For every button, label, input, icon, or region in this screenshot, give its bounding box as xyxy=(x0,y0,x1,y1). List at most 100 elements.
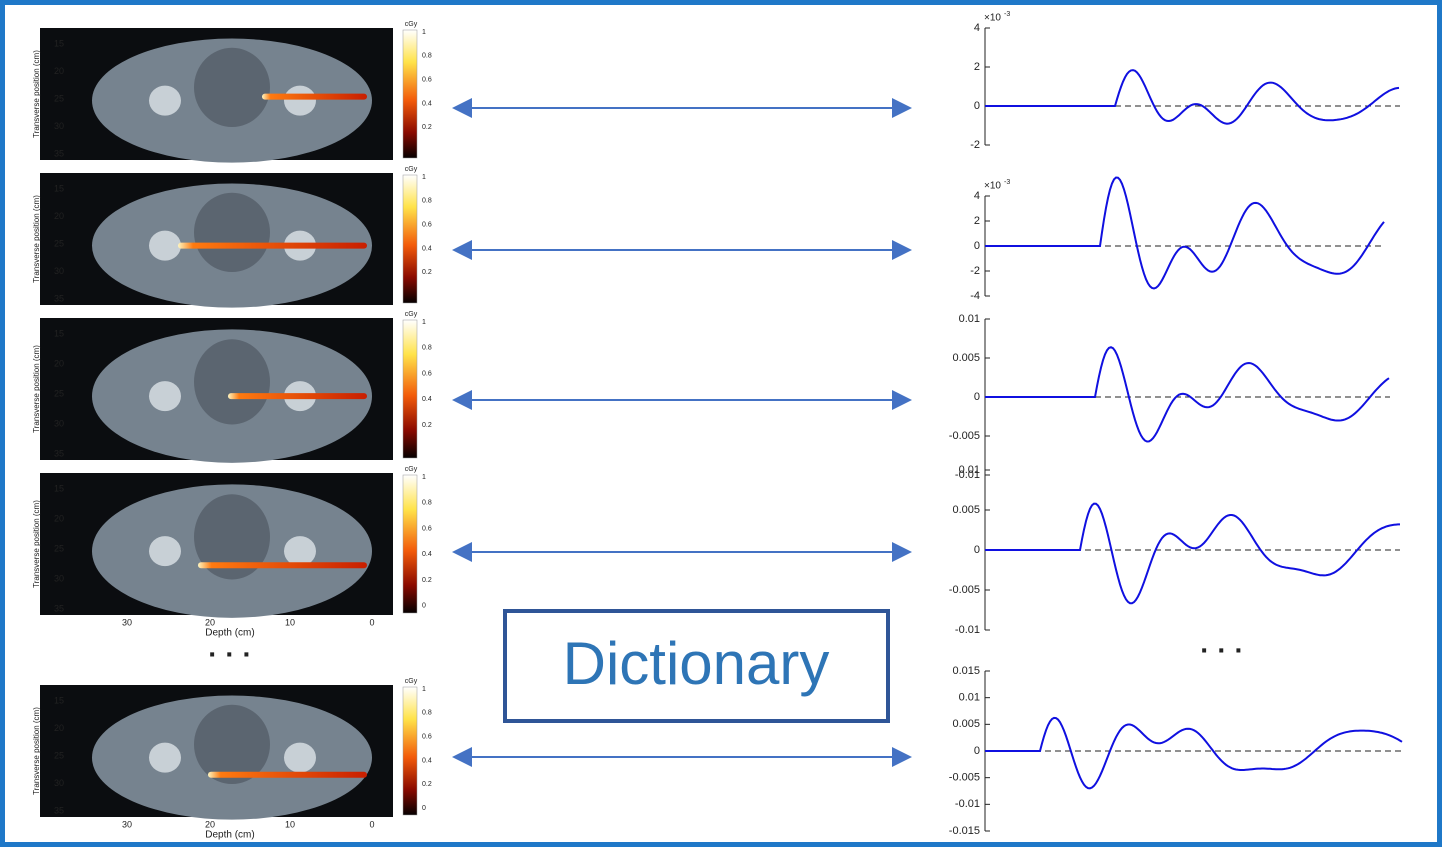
y-tick-label: 25 xyxy=(54,750,64,760)
colorbar-tick-label: 0.8 xyxy=(422,710,432,717)
y-tick-label: 20 xyxy=(54,66,64,76)
colorbar xyxy=(403,320,417,458)
y-axis-label: Transverse position (cm) xyxy=(32,500,41,588)
colorbar xyxy=(403,475,417,613)
y-tick-label: -0.005 xyxy=(949,772,980,784)
y-tick-label: 25 xyxy=(54,388,64,398)
y-tick-label: -0.01 xyxy=(955,624,980,636)
y-tick-label: 25 xyxy=(54,238,64,248)
colorbar-label: cGy xyxy=(405,21,418,28)
waveform xyxy=(985,178,1384,289)
y-tick-label: 30 xyxy=(54,266,64,276)
bone xyxy=(284,536,316,566)
waveform xyxy=(985,718,1402,788)
y-tick-label: 0 xyxy=(974,240,980,252)
y-tick-label: 0 xyxy=(974,544,980,556)
colorbar-tick-label: 0.6 xyxy=(422,222,432,229)
colorbar-tick-label: 0.6 xyxy=(422,370,432,377)
y-tick-label: 0.005 xyxy=(952,352,980,364)
y-tick-label: 35 xyxy=(54,805,64,815)
colorbar-tick-label: 0.4 xyxy=(422,551,432,558)
y-axis-label: Transverse position (cm) xyxy=(32,50,41,138)
y-tick-label: 0.005 xyxy=(952,718,980,730)
pelvis xyxy=(194,339,270,424)
y-tick-label: 0.01 xyxy=(959,313,980,325)
y-tick-label: 0.01 xyxy=(959,692,980,704)
colorbar-label: cGy xyxy=(405,311,418,318)
pelvis xyxy=(194,193,270,272)
y-tick-label: 30 xyxy=(54,418,64,428)
x-axis-label: Depth (cm) xyxy=(205,830,254,841)
y-tick-label: 15 xyxy=(54,183,64,193)
x-tick-label: 0 xyxy=(369,819,374,829)
y-tick-label: 0 xyxy=(974,745,980,757)
y-tick-label: 0.005 xyxy=(952,504,980,516)
y-tick-label: 25 xyxy=(54,543,64,553)
y-tick-label: -2 xyxy=(970,265,980,277)
y-tick-label: 15 xyxy=(54,38,64,48)
y-tick-label: -0.005 xyxy=(949,584,980,596)
y-tick-label: 35 xyxy=(54,148,64,158)
colorbar xyxy=(403,30,417,158)
y-tick-label: 20 xyxy=(54,513,64,523)
y-tick-label: -0.01 xyxy=(955,798,980,810)
dictionary-label: Dictionary xyxy=(563,630,830,697)
y-tick-label: 0.015 xyxy=(952,665,980,677)
dose-beam xyxy=(198,562,367,568)
pelvis xyxy=(194,48,270,127)
x-tick-label: 10 xyxy=(285,617,295,627)
dose-beam xyxy=(262,94,367,100)
waveform xyxy=(985,70,1399,124)
bone xyxy=(149,381,181,411)
y-axis-label: Transverse position (cm) xyxy=(32,195,41,283)
y-tick-label: 0 xyxy=(974,391,980,403)
exponent-base: ×10 xyxy=(984,181,1001,192)
colorbar-tick-label: 0.8 xyxy=(422,53,432,60)
ellipsis: · · · xyxy=(208,638,252,669)
y-tick-label: -4 xyxy=(970,290,980,302)
y-tick-label: 35 xyxy=(54,603,64,613)
colorbar-tick-label: 0.8 xyxy=(422,500,432,507)
y-tick-label: 4 xyxy=(974,190,980,202)
exponent-power: -3 xyxy=(1004,11,1010,18)
ellipsis: · · · xyxy=(1200,634,1244,665)
colorbar-tick-label: 0.4 xyxy=(422,396,432,403)
y-tick-label: 0 xyxy=(974,100,980,112)
colorbar-label: cGy xyxy=(405,466,418,473)
y-axis-label: Transverse position (cm) xyxy=(32,345,41,433)
colorbar-tick-label: 0.2 xyxy=(422,577,432,584)
colorbar xyxy=(403,687,417,815)
colorbar-tick-label: 0 xyxy=(422,603,426,610)
dose-beam xyxy=(208,772,367,778)
y-tick-label: 15 xyxy=(54,328,64,338)
y-tick-label: 2 xyxy=(974,215,980,227)
y-tick-label: 20 xyxy=(54,358,64,368)
colorbar-tick-label: 0.2 xyxy=(422,781,432,788)
figure: Dictionary · · · · · · cGy 1 0.8 0.6 0.4 0.2 1… xyxy=(0,0,1442,847)
y-tick-label: 25 xyxy=(54,93,64,103)
y-axis-label: Transverse position (cm) xyxy=(32,707,41,795)
colorbar-tick-label: 0.6 xyxy=(422,77,432,84)
bone xyxy=(149,231,181,261)
y-tick-label: 15 xyxy=(54,695,64,705)
y-tick-label: 35 xyxy=(54,448,64,458)
y-tick-label: -0.015 xyxy=(949,825,980,837)
y-tick-label: 2 xyxy=(974,61,980,73)
colorbar-tick-label: 0.6 xyxy=(422,525,432,532)
colorbar-tick-label: 0.2 xyxy=(422,124,432,131)
colorbar-tick-label: 0 xyxy=(422,805,426,812)
y-tick-label: 30 xyxy=(54,121,64,131)
colorbar-tick-label: 0.4 xyxy=(422,245,432,252)
bone xyxy=(284,743,316,773)
x-tick-label: 20 xyxy=(205,819,215,829)
dose-beam xyxy=(228,393,367,399)
colorbar-tick-label: 0.4 xyxy=(422,100,432,107)
waveform xyxy=(985,504,1400,604)
bone xyxy=(149,743,181,773)
dose-beam xyxy=(178,243,367,249)
waveform xyxy=(985,347,1389,441)
colorbar-tick-label: 1 xyxy=(422,474,426,481)
y-tick-label: 15 xyxy=(54,483,64,493)
colorbar-tick-label: 0.2 xyxy=(422,422,432,429)
y-tick-label: 0.01 xyxy=(959,464,980,476)
